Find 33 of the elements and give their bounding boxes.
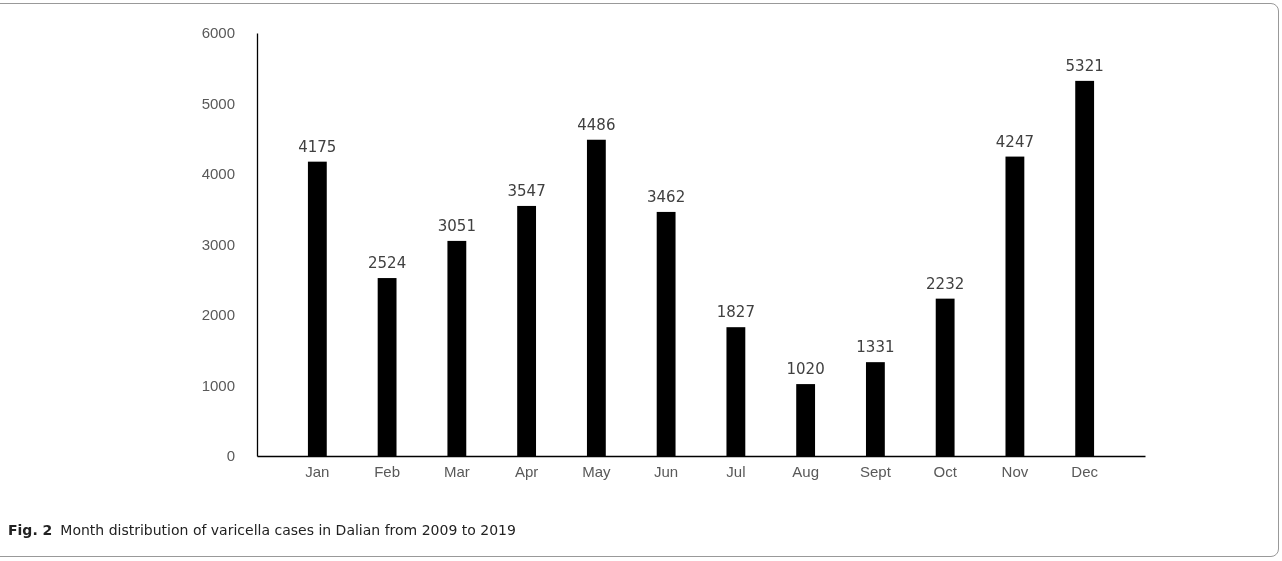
data-label: 2232 <box>926 274 965 293</box>
x-tick-label: Mar <box>443 462 470 480</box>
data-label: 1331 <box>856 338 895 357</box>
data-label: 3462 <box>647 187 686 206</box>
x-tick-label: Feb <box>374 462 401 480</box>
data-label: 3051 <box>437 216 476 235</box>
y-tick-label: 5000 <box>201 94 235 112</box>
x-tick-label: Sept <box>859 462 892 480</box>
data-label: 2524 <box>368 254 407 273</box>
x-tick-label: Nov <box>1001 462 1029 480</box>
x-tick-label: Aug <box>792 462 819 480</box>
y-tick-label: 0 <box>226 447 235 465</box>
x-tick-label: Dec <box>1071 462 1099 480</box>
y-tick-label: 6000 <box>201 24 235 42</box>
caption: Fig. 2 <box>8 522 53 538</box>
data-label: 4175 <box>298 137 337 156</box>
data-label: 1020 <box>786 360 825 379</box>
data-label: 5321 <box>1065 56 1104 75</box>
x-tick-label: Jan <box>305 462 330 480</box>
data-label: 3547 <box>507 181 546 200</box>
y-tick-label: 4000 <box>201 165 235 183</box>
y-tick-label: 1000 <box>201 376 235 394</box>
text: Month distribution of varicella cases in Dalian from 2009 to 2019 <box>60 522 516 538</box>
data-label: 4247 <box>995 132 1034 151</box>
x-tick-label: Jul <box>726 462 746 480</box>
x-tick-label: May <box>582 462 612 480</box>
x-tick-label: Oct <box>933 462 958 480</box>
data-label: 4486 <box>577 115 616 134</box>
x-tick-label: Apr <box>514 462 539 480</box>
x-tick-label: Jun <box>654 462 679 480</box>
data-label: 1827 <box>716 303 755 322</box>
y-tick-label: 3000 <box>201 235 235 253</box>
y-tick-label: 2000 <box>201 306 235 324</box>
